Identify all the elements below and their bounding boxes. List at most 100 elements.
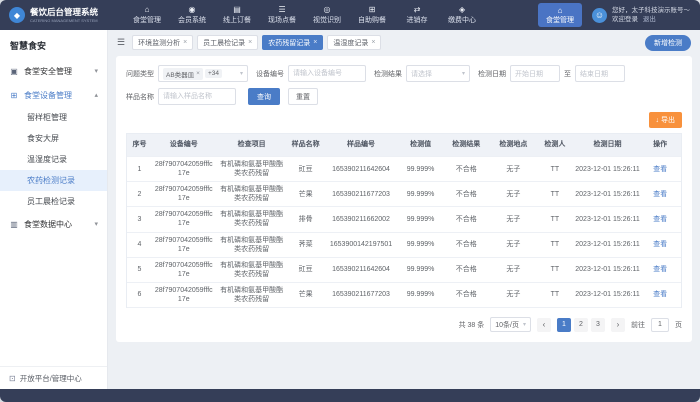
sidebar-submenu: 留样柜管理食安大屏温湿度记录农药检测记录员工晨检记录 <box>0 107 107 212</box>
date-separator: 至 <box>564 70 571 78</box>
nav-label: 食堂管理 <box>546 16 574 24</box>
tab[interactable]: 环境监测分析 <box>132 35 194 50</box>
app-title: 餐饮后台管理系统 <box>30 7 99 17</box>
top-nav-item[interactable]: ◎ 视觉识别 <box>305 5 350 25</box>
cell-index: 4 <box>137 241 142 249</box>
top-nav-item[interactable]: ⇄ 进销存 <box>395 5 440 25</box>
search-button[interactable]: 查询 <box>248 88 280 105</box>
cell-value: 99.999% <box>406 165 435 173</box>
open-platform-link[interactable]: 开放平台/管理中心 <box>0 366 107 389</box>
tag-close-icon[interactable] <box>196 70 200 77</box>
nav-icon: ⌂ <box>557 5 563 15</box>
top-nav-item[interactable]: ☰ 现场点餐 <box>260 5 305 25</box>
export-button[interactable]: 导出 <box>648 112 682 128</box>
cell-item: 有机磷和氨基甲酸酯类农药残留 <box>220 186 284 203</box>
chevron-down-icon <box>94 67 98 75</box>
chevron-down-icon <box>94 220 98 228</box>
sidebar-subitem[interactable]: 农药检测记录 <box>0 170 107 191</box>
page-number[interactable]: 1 <box>557 317 571 332</box>
tab-close-icon[interactable] <box>248 39 252 46</box>
tab-close-icon[interactable] <box>313 39 317 46</box>
tab-label: 温湿度记录 <box>333 39 369 47</box>
collapse-sidebar-icon[interactable] <box>117 37 125 48</box>
sidebar-group-canteen-data-center[interactable]: ▥ 食堂数据中心 <box>0 212 107 236</box>
top-nav-item[interactable]: ◈ 缴费中心 <box>440 5 485 25</box>
cell-code: 1653900142197501 <box>329 241 393 249</box>
view-link[interactable]: 查看 <box>653 291 668 299</box>
page-number[interactable]: 3 <box>591 317 605 332</box>
next-page-button[interactable] <box>611 317 625 332</box>
sample-name-input[interactable] <box>158 88 236 105</box>
top-nav: ⌂ 食堂管理 ◉ 会员系统 ▤ 线上订餐 ☰ 现场点餐 ◎ 视觉识别 ⊞ 自助购… <box>125 5 485 25</box>
sidebar-subitem[interactable]: 员工晨检记录 <box>27 197 75 206</box>
cell-value: 99.999% <box>406 291 435 299</box>
goto-page-input[interactable] <box>651 317 669 332</box>
total-count: 共 38 条 <box>458 321 485 329</box>
nav-label: 缴费中心 <box>448 17 477 24</box>
bottom-bar <box>0 389 700 402</box>
top-nav-item[interactable]: ◉ 会员系统 <box>170 5 215 25</box>
column-header: 操作 <box>653 141 668 149</box>
cell-sample: 荠菜 <box>298 241 313 249</box>
tab[interactable]: 农药残留记录 <box>262 35 324 50</box>
tab-close-icon[interactable] <box>371 39 375 46</box>
logout-link[interactable]: 退出 <box>642 16 656 23</box>
tab-close-icon[interactable] <box>183 39 187 46</box>
sidebar-group-canteen-equipment[interactable]: ⊞ 食堂设备管理 <box>0 83 107 107</box>
reset-button[interactable]: 重置 <box>288 88 318 105</box>
cell-date: 2023-12-01 15:26:11 <box>575 215 640 223</box>
cell-code: 165390211677203 <box>332 291 390 299</box>
top-nav-active-item[interactable]: ⌂ 食堂管理 <box>538 3 582 27</box>
nav-label: 自助购餐 <box>358 17 387 24</box>
cell-date: 2023-12-01 15:26:11 <box>575 165 640 173</box>
cell-person: TT <box>550 165 560 173</box>
cell-index: 2 <box>137 190 142 198</box>
top-nav-item[interactable]: ⊞ 自助购餐 <box>350 5 395 25</box>
sidebar-subitem[interactable]: 温湿度记录 <box>27 155 67 164</box>
device-code-input[interactable] <box>288 65 366 82</box>
user-info[interactable]: 您好，太子科技演示账号～ 欢迎登录 退出 <box>592 6 700 25</box>
cell-result: 不合格 <box>455 291 477 299</box>
tab[interactable]: 员工晨检记录 <box>197 35 259 50</box>
problem-type-select[interactable]: AB类器皿 +34 <box>158 65 248 82</box>
sidebar-subitem[interactable]: 留样柜管理 <box>27 113 67 122</box>
view-link[interactable]: 查看 <box>653 190 668 198</box>
cell-code: 165390211662002 <box>332 215 390 223</box>
top-nav-item[interactable]: ⌂ 食堂管理 <box>125 5 170 25</box>
prev-page-button[interactable] <box>537 317 551 332</box>
view-link[interactable]: 查看 <box>653 241 668 249</box>
nav-icon: ☰ <box>278 5 286 14</box>
page-size-select[interactable]: 10条/页 <box>490 317 531 333</box>
cell-index: 3 <box>137 215 142 223</box>
column-header: 检测值 <box>410 141 432 149</box>
cell-place: 无子 <box>506 291 521 299</box>
cell-index: 6 <box>137 291 142 299</box>
cell-item: 有机磷和氨基甲酸酯类农药残留 <box>220 261 284 278</box>
view-link[interactable]: 查看 <box>653 165 668 173</box>
sidebar-group-label: 食堂安全管理 <box>24 66 72 76</box>
date-start-input[interactable]: 开始日期 <box>510 65 560 82</box>
cell-value: 99.999% <box>406 241 435 249</box>
cell-item: 有机磷和氨基甲酸酯类农药残留 <box>220 211 284 228</box>
nav-icon: ◈ <box>458 5 466 14</box>
tab[interactable]: 温湿度记录 <box>327 35 382 50</box>
pagination: 共 38 条 10条/页 123 前往 页 <box>126 317 682 333</box>
chevron-down-icon <box>523 321 526 328</box>
cell-sample: 芒果 <box>298 190 313 198</box>
view-link[interactable]: 查看 <box>653 215 668 223</box>
add-inspection-button[interactable]: 新增检测 <box>645 34 691 51</box>
sample-name-label: 样品名称 <box>126 93 154 101</box>
cell-code: 165390211642604 <box>332 266 390 274</box>
column-header: 检查项目 <box>237 141 266 149</box>
sidebar-subitem[interactable]: 食安大屏 <box>27 134 59 143</box>
date-end-input[interactable]: 结束日期 <box>575 65 625 82</box>
page-number[interactable]: 2 <box>574 317 588 332</box>
top-nav-item[interactable]: ▤ 线上订餐 <box>215 5 260 25</box>
cell-device: 28f7907042059fffc17e <box>154 161 213 178</box>
cell-date: 2023-12-01 15:26:11 <box>575 241 640 249</box>
sidebar-group-canteen-safety[interactable]: ▣ 食堂安全管理 <box>0 59 107 83</box>
nav-label: 视觉识别 <box>313 17 342 24</box>
nav-icon: ◉ <box>188 5 196 14</box>
view-link[interactable]: 查看 <box>653 266 668 274</box>
result-select[interactable]: 请选择 <box>406 65 470 82</box>
